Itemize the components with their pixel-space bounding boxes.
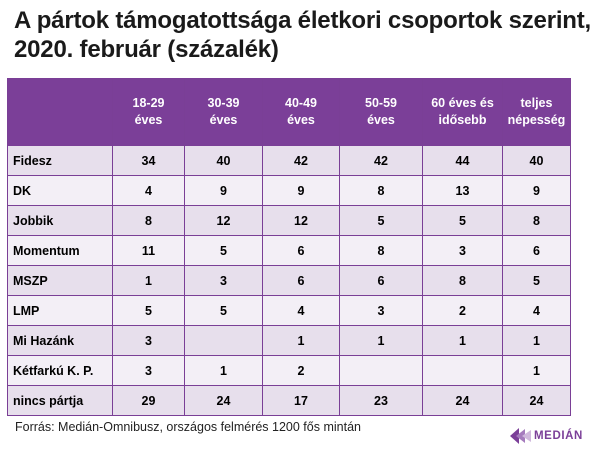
table-cell: 34 xyxy=(112,145,185,176)
table-cell: 40 xyxy=(184,145,263,176)
support-table: 18-29 éves 30-39 éves 40-49 éves 50-59 éves… xyxy=(7,78,571,416)
table-row: Kétfarkú K. P. 3 1 2 1 xyxy=(7,355,571,386)
table-cell: 4 xyxy=(502,295,571,326)
table-cell: 1 xyxy=(422,325,503,356)
table-cell: 40 xyxy=(502,145,571,176)
page-title: A pártok támogatottsága életkori csoport… xyxy=(14,7,592,63)
table-cell: 23 xyxy=(339,385,423,416)
party-name: LMP xyxy=(7,295,113,326)
table-cell: 42 xyxy=(262,145,340,176)
table-cell: 5 xyxy=(184,235,263,266)
table-cell: 9 xyxy=(184,175,263,206)
column-header: 30-39 éves xyxy=(184,78,263,146)
header-corner xyxy=(7,78,113,146)
party-name: Momentum xyxy=(7,235,113,266)
table-cell: 9 xyxy=(502,175,571,206)
table-cell: 1 xyxy=(502,325,571,356)
table-cell: 24 xyxy=(184,385,263,416)
table-cell: 5 xyxy=(184,295,263,326)
table-cell: 44 xyxy=(422,145,503,176)
table-cell: 24 xyxy=(422,385,503,416)
column-header: 60 éves és idősebb xyxy=(422,78,503,146)
table-cell: 6 xyxy=(339,265,423,296)
table-cell xyxy=(422,355,503,386)
table-body: Fidesz 34 40 42 42 44 40 DK 4 9 9 8 13 9 Jobbik 8 12 12 5 5… xyxy=(7,145,571,416)
table-row: MSZP 1 3 6 6 8 5 xyxy=(7,265,571,296)
table-cell: 5 xyxy=(502,265,571,296)
column-header: 40-49 éves xyxy=(262,78,340,146)
party-name: MSZP xyxy=(7,265,113,296)
table-cell: 1 xyxy=(502,355,571,386)
column-header-label: 50-59 éves xyxy=(365,96,397,127)
table-header: 18-29 éves 30-39 éves 40-49 éves 50-59 éves… xyxy=(7,78,571,146)
table-cell: 5 xyxy=(422,205,503,236)
table-cell: 4 xyxy=(262,295,340,326)
table-cell: 1 xyxy=(184,355,263,386)
table-cell: 3 xyxy=(112,325,185,356)
table-cell: 6 xyxy=(262,265,340,296)
table-cell: 1 xyxy=(339,325,423,356)
table-cell: 5 xyxy=(112,295,185,326)
table-row: Fidesz 34 40 42 42 44 40 xyxy=(7,145,571,176)
table-cell: 6 xyxy=(502,235,571,266)
column-header: 18-29 éves xyxy=(112,78,185,146)
column-header: teljes népesség xyxy=(502,78,571,146)
median-logo-icon xyxy=(510,428,531,444)
table-cell: 8 xyxy=(339,235,423,266)
table-cell: 8 xyxy=(422,265,503,296)
party-name: Jobbik xyxy=(7,205,113,236)
party-name: nincs pártja xyxy=(7,385,113,416)
header-row: 18-29 éves 30-39 éves 40-49 éves 50-59 éves… xyxy=(7,78,571,146)
table-cell: 17 xyxy=(262,385,340,416)
table-cell: 3 xyxy=(112,355,185,386)
party-name: DK xyxy=(7,175,113,206)
table-cell: 24 xyxy=(502,385,571,416)
table-cell: 2 xyxy=(262,355,340,386)
table-cell: 13 xyxy=(422,175,503,206)
table-cell: 3 xyxy=(184,265,263,296)
column-header-label: 60 éves és idősebb xyxy=(431,96,494,127)
column-header-label: teljes népesség xyxy=(507,96,566,127)
source-note: Forrás: Medián-Omnibusz, országos felmér… xyxy=(15,420,361,434)
table-cell: 8 xyxy=(112,205,185,236)
table-cell: 42 xyxy=(339,145,423,176)
column-header-label: 30-39 éves xyxy=(207,96,240,127)
column-header-label: 18-29 éves xyxy=(132,96,165,127)
table-cell: 1 xyxy=(262,325,340,356)
table-row: LMP 5 5 4 3 2 4 xyxy=(7,295,571,326)
table-cell: 8 xyxy=(339,175,423,206)
table-row: Momentum 11 5 6 8 3 6 xyxy=(7,235,571,266)
column-header: 50-59 éves xyxy=(339,78,423,146)
table-row: nincs pártja 29 24 17 23 24 24 xyxy=(7,385,571,416)
table-cell xyxy=(339,355,423,386)
table-cell: 6 xyxy=(262,235,340,266)
table-cell xyxy=(184,325,263,356)
party-name: Fidesz xyxy=(7,145,113,176)
median-logo: MEDIÁN xyxy=(510,428,583,444)
table-row: Jobbik 8 12 12 5 5 8 xyxy=(7,205,571,236)
table-cell: 3 xyxy=(339,295,423,326)
party-name: Mi Hazánk xyxy=(7,325,113,356)
table-row: DK 4 9 9 8 13 9 xyxy=(7,175,571,206)
table-cell: 1 xyxy=(112,265,185,296)
table-cell: 4 xyxy=(112,175,185,206)
table-row: Mi Hazánk 3 1 1 1 1 xyxy=(7,325,571,356)
column-header-label: 40-49 éves xyxy=(285,96,317,127)
table-cell: 3 xyxy=(422,235,503,266)
table-cell: 9 xyxy=(262,175,340,206)
logo-text: MEDIÁN xyxy=(534,430,583,442)
party-name: Kétfarkú K. P. xyxy=(7,355,113,386)
table-cell: 12 xyxy=(262,205,340,236)
table-cell: 12 xyxy=(184,205,263,236)
table-cell: 11 xyxy=(112,235,185,266)
table-cell: 29 xyxy=(112,385,185,416)
table-cell: 2 xyxy=(422,295,503,326)
table-cell: 5 xyxy=(339,205,423,236)
table-cell: 8 xyxy=(502,205,571,236)
